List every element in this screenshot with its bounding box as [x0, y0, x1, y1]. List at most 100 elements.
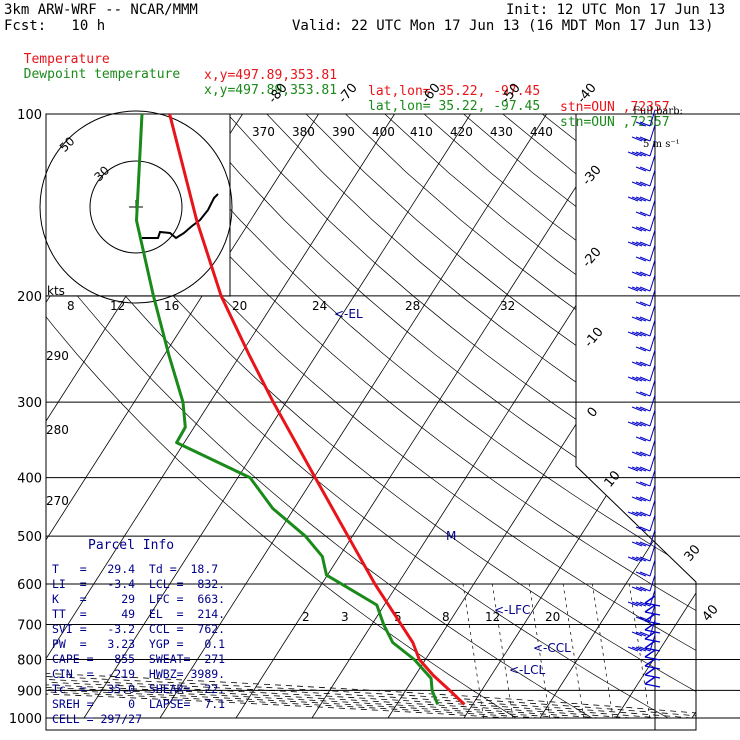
dry-adiabat-label-290: 290: [46, 349, 69, 363]
forecast-hour: Fcst: 10 h: [4, 18, 106, 34]
wind-barb-31: [631, 574, 656, 592]
wind-barb-15: [635, 334, 656, 352]
moist-adiabat-28: [46, 295, 696, 719]
isotherm--80: [46, 114, 319, 719]
dry-adiabat-370: [384, 114, 696, 719]
parcel-info-row: SVI = -3.2 CCL = 762.: [52, 622, 226, 636]
isotherm-label-right-10: 10: [602, 468, 624, 490]
theta-e-label-430: 430: [490, 125, 513, 139]
wind-barb-19: [631, 394, 656, 412]
wind-barb-7: [631, 214, 656, 232]
mixing-ratio-label-3: 3: [341, 610, 349, 624]
wind-barb-3: [635, 154, 656, 172]
isotherm-20: [691, 114, 696, 719]
hodo-speed-label-32: 32: [500, 299, 515, 313]
dewpoint-legend-xy: x,y=497.89,353.81: [204, 83, 338, 98]
wind-barb-8: [627, 229, 656, 247]
dewpoint-legend-stn: stn=OUN ,72357: [560, 115, 670, 130]
temperature-legend-xy: x,y=497.89,353.81: [204, 68, 338, 83]
wind-barb-low-4: [644, 631, 661, 643]
theta-e-label-400: 400: [372, 125, 395, 139]
parcel-info-row: T = 29.4 Td = 18.7: [52, 562, 219, 576]
parcel-info-row: LI = -3.4 LCL = 832.: [52, 577, 226, 591]
wind-barb-10: [631, 259, 656, 277]
pressure-label-500: 500: [17, 530, 42, 545]
isotherm--70: [46, 114, 395, 719]
hodo-speed-label-16: 16: [164, 299, 179, 313]
mixing-ratio-5: [528, 583, 551, 719]
wind-barb-low-5: [644, 640, 661, 652]
wind-barb-low-9: [644, 676, 661, 688]
dry-adiabat-350: [305, 114, 696, 719]
wind-barb-21: [635, 424, 656, 442]
isotherm-label-right--30: -30: [580, 163, 605, 189]
wind-barb-30: [635, 559, 656, 577]
theta-e-label-440: 440: [530, 125, 553, 139]
isotherm-label-top--60: -60: [419, 81, 444, 107]
parcel-info-row: K = 29 LFC = 663.: [52, 592, 226, 606]
dry-adiabat-420: [581, 114, 696, 719]
dry-adiabat-290: [69, 114, 696, 719]
dry-adiabat-310: [148, 114, 696, 719]
dewpoint-line: [135, 113, 440, 706]
mixing-ratio-3: [491, 583, 514, 719]
dry-adiabat-400: [502, 114, 696, 719]
wind-barb-9: [635, 244, 656, 262]
hodo-ring-outer: [39, 110, 233, 304]
theta-e-label-420: 420: [450, 125, 473, 139]
lfc-marker: <-LFC: [494, 603, 530, 617]
wind-barb-11: [627, 274, 656, 292]
wind-barb-29: [627, 544, 656, 562]
isotherm-label-right--20: -20: [580, 245, 605, 271]
theta-e-label-390: 390: [332, 125, 355, 139]
wind-barb-24: [635, 469, 656, 487]
temperature-legend-stn: stn=OUN ,72357: [560, 100, 670, 115]
pressure-label-400: 400: [17, 472, 42, 487]
hodo-speed-label-24: 24: [312, 299, 327, 313]
wind-barb-25: [631, 484, 656, 502]
plot-frame: [45, 113, 697, 731]
dry-adiabat-250: [46, 114, 517, 719]
isotherm--40: [235, 114, 623, 719]
pressure-label-800: 800: [17, 653, 42, 668]
pressure-label-100: 100: [17, 108, 42, 123]
dry-adiabat-450: [700, 114, 740, 718]
parcel-info-row: CIN = -219 HWBZ= 3989.: [52, 667, 226, 681]
mixing-ratio-20: [628, 583, 651, 719]
wind-barb-28: [631, 529, 656, 547]
pressure-label-1000: 1000: [9, 712, 42, 727]
dry-adiabat-label-270: 270: [46, 494, 69, 508]
mixing-ratio-label-8: 8: [442, 610, 450, 624]
mixing-ratio-8: [562, 583, 585, 719]
parcel-info-row: Tc = 35.0 SHEAR= 22.: [52, 682, 226, 696]
parcel-info-row: TT = 49 EL = 214.: [52, 607, 226, 621]
parcel-info-row: SREH = 0 LAPSE= 7.1: [52, 697, 226, 711]
barb-note-line1: Full barb:: [633, 106, 683, 117]
dry-adiabat-430: [620, 114, 696, 719]
dewpoint-legend-latlon: lat,lon= 35.22, -97.45: [368, 99, 541, 114]
parcel-info-row: CAPE = 855 SWEAT= 271: [52, 652, 226, 666]
temperature-legend-latlon: lat,lon= 35.22, -97.45: [368, 84, 541, 99]
wind-barb-23: [627, 454, 656, 472]
moist-adiabat-24: [46, 295, 696, 719]
wind-barb-low-0: [644, 595, 661, 607]
hodo-ring-inner: [89, 160, 183, 254]
wind-barb-4: [631, 169, 656, 187]
temperature-legend-label: Temperature: [23, 52, 110, 67]
wind-barb-low-7: [644, 658, 661, 670]
wind-barb-0: [635, 109, 656, 127]
hodo-speed-label-8: 8: [67, 299, 75, 313]
hodo-speed-label-12: 12: [110, 299, 125, 313]
isotherm--50: [159, 114, 547, 719]
wind-barb-27: [635, 514, 656, 532]
mixing-ratio-12: [592, 583, 614, 719]
isotherm-10: [615, 114, 696, 719]
hodo-speed-label-28: 28: [405, 299, 420, 313]
dewpoint-legend: Dewpoint temperature x,y=497.89,353.81 l…: [8, 51, 670, 131]
wind-barb-6: [635, 199, 656, 217]
hodograph-trace: [142, 193, 219, 240]
theta-e-label-410: 410: [410, 125, 433, 139]
mixing-ratio-label-20: 20: [545, 610, 560, 624]
dry-adiabat-300: [109, 114, 696, 719]
isotherm-0: [539, 114, 696, 719]
